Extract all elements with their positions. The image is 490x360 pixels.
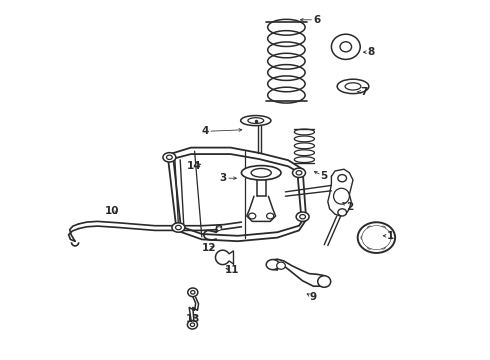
Ellipse shape [387, 235, 392, 240]
Ellipse shape [266, 260, 279, 270]
Ellipse shape [296, 171, 302, 175]
Ellipse shape [187, 320, 197, 329]
Ellipse shape [172, 223, 185, 232]
Text: 5: 5 [320, 171, 328, 181]
Ellipse shape [334, 188, 349, 204]
Ellipse shape [361, 235, 366, 240]
Ellipse shape [217, 227, 221, 230]
Ellipse shape [248, 118, 264, 123]
Text: 3: 3 [220, 173, 227, 183]
Ellipse shape [380, 226, 386, 230]
Ellipse shape [368, 226, 372, 230]
Ellipse shape [188, 288, 198, 297]
Ellipse shape [318, 276, 331, 287]
Text: 7: 7 [360, 87, 368, 97]
Ellipse shape [331, 34, 360, 59]
Ellipse shape [163, 153, 176, 162]
Text: 6: 6 [314, 15, 320, 25]
Ellipse shape [241, 116, 271, 126]
Ellipse shape [300, 215, 305, 219]
Text: 1: 1 [387, 231, 394, 241]
Ellipse shape [368, 245, 372, 249]
Text: 4: 4 [202, 126, 209, 136]
Ellipse shape [190, 323, 195, 327]
Ellipse shape [340, 42, 351, 52]
Ellipse shape [242, 166, 281, 180]
Text: 8: 8 [368, 47, 375, 57]
Ellipse shape [175, 225, 181, 230]
Text: 13: 13 [186, 314, 200, 324]
Ellipse shape [167, 155, 172, 159]
Text: 14: 14 [187, 161, 202, 171]
Ellipse shape [368, 231, 384, 244]
Ellipse shape [362, 226, 391, 249]
Ellipse shape [296, 212, 309, 221]
Ellipse shape [248, 213, 256, 219]
Ellipse shape [267, 213, 274, 219]
Text: 10: 10 [104, 206, 119, 216]
Text: 11: 11 [225, 265, 240, 275]
Ellipse shape [277, 262, 285, 269]
Ellipse shape [380, 245, 386, 249]
Ellipse shape [337, 79, 369, 94]
Text: 2: 2 [346, 202, 353, 212]
Ellipse shape [338, 175, 346, 182]
Ellipse shape [191, 291, 195, 294]
Ellipse shape [293, 168, 305, 177]
Text: 12: 12 [202, 243, 216, 253]
Text: 9: 9 [310, 292, 317, 302]
Ellipse shape [345, 83, 361, 90]
Ellipse shape [358, 222, 395, 253]
Ellipse shape [251, 168, 271, 177]
Ellipse shape [338, 209, 346, 216]
